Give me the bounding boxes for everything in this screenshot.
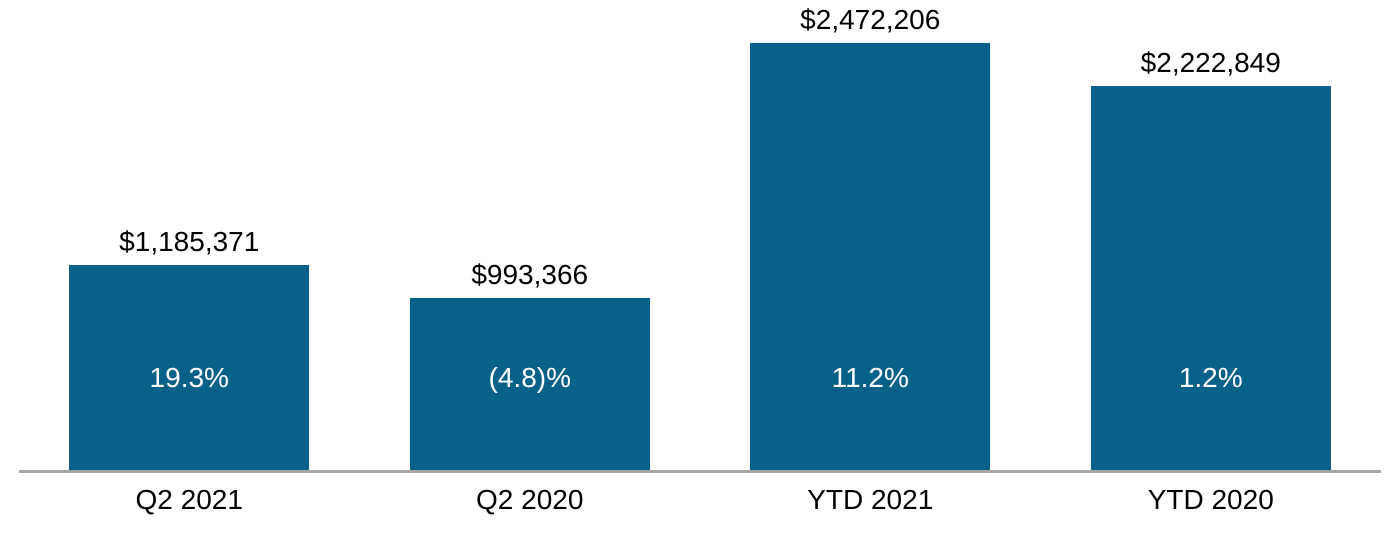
bar-q2-2021: 19.3% [69,265,310,470]
bar-growth-label: 1.2% [1178,362,1243,393]
bar-value-label: $993,366 [471,259,589,290]
bar-value-label: $2,472,206 [800,4,941,35]
x-axis-label-q2-2021: Q2 2021 [135,484,243,515]
bar-ytd-2020: 1.2% [1090,86,1331,470]
bar-value-label: $2,222,849 [1140,47,1281,78]
bar-ytd-2021: 11.2% [750,43,991,470]
bar-group-q2-2021: $1,185,371 19.3% [19,226,360,470]
bar-group-ytd-2021: $2,472,206 11.2% [700,4,1041,470]
bar-q2-2020: (4.8)% [409,298,650,470]
x-axis-line [19,470,1381,473]
x-axis-labels: Q2 2021 Q2 2020 YTD 2021 YTD 2020 [19,484,1381,516]
bar-growth-label: (4.8)% [488,362,571,393]
x-axis-label-q2-2020: Q2 2020 [476,484,584,515]
bar-group-ytd-2020: $2,222,849 1.2% [1041,47,1382,470]
plot-area: $1,185,371 19.3% $993,366 (4.8)% $2,472,… [19,0,1381,470]
bar-growth-label: 19.3% [149,362,229,393]
x-axis-label-ytd-2020: YTD 2020 [1147,484,1274,515]
bar-value-label: $1,185,371 [119,226,260,257]
bar-growth-label: 11.2% [831,362,909,393]
x-axis-label-ytd-2021: YTD 2021 [807,484,934,515]
bar-group-q2-2020: $993,366 (4.8)% [360,259,701,470]
